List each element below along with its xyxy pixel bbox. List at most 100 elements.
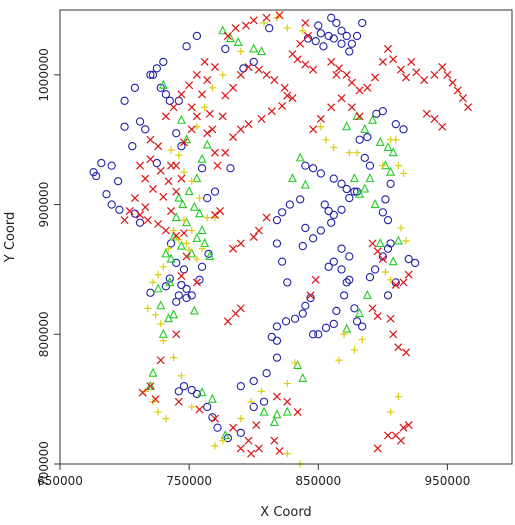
data-point-cross bbox=[342, 70, 351, 79]
data-point-cross bbox=[262, 70, 271, 79]
data-point-circle bbox=[308, 164, 318, 173]
data-point-circle bbox=[187, 385, 196, 395]
data-point-plus bbox=[149, 278, 157, 286]
data-point-cross bbox=[177, 90, 186, 99]
x-tick-label: 850000 bbox=[295, 474, 341, 488]
data-point-cross bbox=[192, 278, 201, 287]
data-point-cross bbox=[146, 135, 155, 144]
data-point-cross bbox=[172, 330, 181, 339]
data-point-triangle bbox=[174, 192, 184, 202]
data-point-circle bbox=[161, 90, 171, 99]
data-point-cross bbox=[404, 421, 413, 430]
data-point-triangle bbox=[148, 367, 158, 377]
data-point-circle bbox=[172, 258, 181, 268]
data-point-cross bbox=[453, 86, 462, 95]
data-point-circle bbox=[314, 330, 323, 339]
data-point-plus bbox=[180, 168, 188, 176]
data-point-cross bbox=[136, 210, 145, 219]
data-point-circle bbox=[182, 293, 191, 303]
data-point-circle bbox=[113, 177, 123, 186]
data-point-circle bbox=[345, 193, 354, 203]
data-point-triangle bbox=[365, 173, 375, 183]
data-point-cross bbox=[231, 24, 240, 33]
data-point-plus bbox=[203, 213, 211, 222]
data-point-circle bbox=[342, 278, 351, 287]
data-point-circle bbox=[177, 142, 186, 151]
data-point-cross bbox=[236, 239, 245, 248]
data-point-plus bbox=[283, 24, 291, 32]
data-point-triangle bbox=[293, 359, 303, 369]
data-point-cross bbox=[141, 203, 150, 212]
data-point-cross bbox=[244, 120, 253, 129]
data-point-circle bbox=[192, 31, 202, 41]
data-point-cross bbox=[167, 207, 176, 216]
data-point-circle bbox=[283, 278, 292, 287]
data-point-circle bbox=[370, 265, 380, 274]
data-point-cross bbox=[394, 343, 403, 352]
data-point-cross bbox=[210, 63, 219, 72]
data-point-cross bbox=[301, 60, 310, 69]
data-point-circle bbox=[355, 135, 364, 144]
data-point-cross bbox=[236, 444, 245, 453]
data-point-cross bbox=[172, 231, 181, 240]
data-point-cross bbox=[402, 348, 411, 357]
data-point-triangle bbox=[342, 121, 352, 131]
data-point-plus bbox=[177, 372, 185, 380]
data-point-plus bbox=[358, 335, 366, 344]
data-point-triangle bbox=[370, 199, 380, 209]
data-point-triangle bbox=[184, 186, 194, 196]
data-point-cross bbox=[141, 174, 150, 183]
data-point-triangle bbox=[360, 183, 370, 193]
data-point-plus bbox=[317, 123, 325, 131]
data-point-circle bbox=[378, 107, 388, 116]
data-point-circle bbox=[301, 161, 310, 170]
data-point-triangle bbox=[197, 153, 207, 163]
data-point-circle bbox=[324, 31, 333, 41]
data-point-cross bbox=[309, 125, 318, 134]
data-point-cross bbox=[203, 76, 212, 85]
data-point-cross bbox=[257, 114, 266, 123]
data-point-cross bbox=[154, 220, 163, 229]
data-point-cross bbox=[391, 280, 400, 290]
data-point-cross bbox=[396, 436, 405, 445]
data-point-plus bbox=[154, 408, 162, 416]
data-point-triangle bbox=[388, 147, 398, 157]
data-point-circle bbox=[249, 402, 258, 412]
data-point-cross bbox=[254, 444, 263, 453]
data-point-triangle bbox=[272, 409, 282, 419]
data-point-circle bbox=[210, 187, 220, 196]
data-point-triangle bbox=[220, 430, 230, 440]
data-point-cross bbox=[229, 83, 238, 92]
data-point-plus bbox=[402, 237, 410, 245]
data-point-cross bbox=[210, 414, 219, 423]
data-point-cross bbox=[399, 423, 408, 432]
data-point-cross bbox=[407, 57, 416, 66]
x-tick-label: 650000 bbox=[37, 474, 83, 488]
data-point-circle bbox=[203, 402, 212, 412]
data-point-plus bbox=[291, 359, 299, 367]
data-point-cross bbox=[275, 11, 284, 20]
data-point-cross bbox=[332, 70, 341, 79]
data-point-triangle bbox=[298, 372, 308, 382]
data-point-cross bbox=[179, 229, 189, 238]
data-point-plus bbox=[208, 84, 216, 92]
data-point-cross bbox=[303, 31, 312, 40]
data-point-circle bbox=[345, 275, 354, 284]
data-point-circle bbox=[378, 252, 388, 261]
data-point-circle bbox=[135, 218, 145, 227]
data-point-cross bbox=[306, 291, 315, 300]
data-point-circle bbox=[187, 291, 196, 300]
data-point-cross bbox=[156, 356, 165, 365]
data-point-triangle bbox=[287, 173, 297, 183]
data-point-circle bbox=[174, 387, 183, 396]
data-point-cross bbox=[130, 194, 139, 203]
data-point-cross bbox=[278, 101, 287, 111]
data-point-triangle bbox=[282, 406, 292, 416]
data-point-circle bbox=[337, 244, 346, 253]
data-point-plus bbox=[381, 268, 390, 276]
data-point-circle bbox=[148, 70, 158, 80]
data-point-circle bbox=[386, 239, 395, 248]
data-point-circle bbox=[311, 36, 320, 46]
data-point-plus bbox=[162, 415, 170, 423]
